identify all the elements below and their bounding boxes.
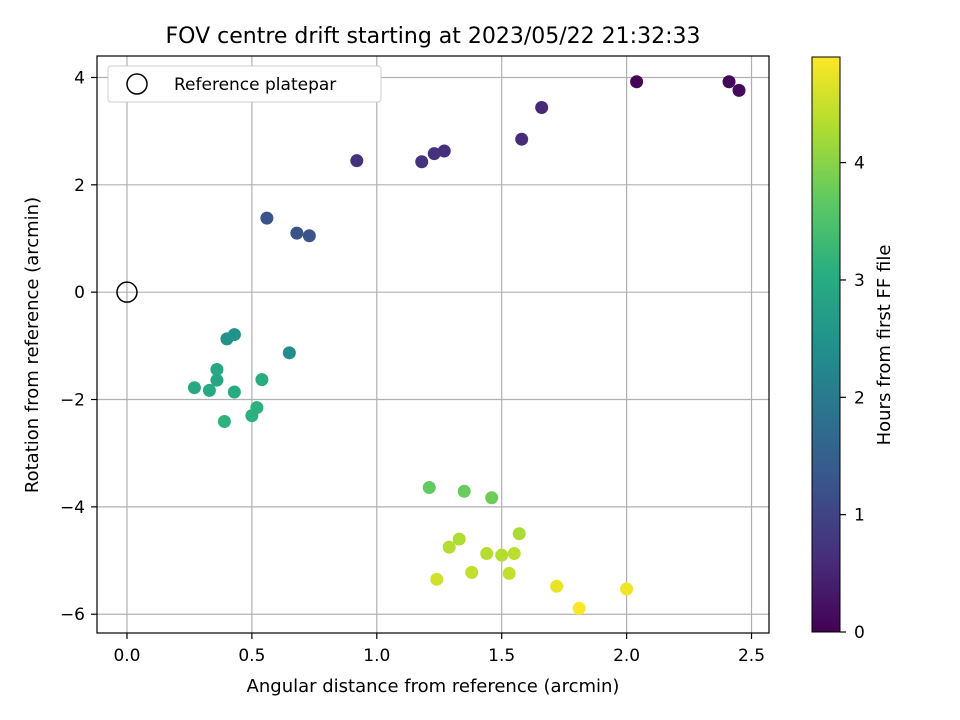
data-point <box>422 481 436 495</box>
colorbar-label: Hours from first FF file <box>874 245 895 446</box>
x-tick-label: 2.0 <box>613 646 640 666</box>
data-point <box>722 75 736 89</box>
x-tick-label: 1.5 <box>488 646 515 666</box>
data-point <box>302 229 316 243</box>
data-point <box>227 385 241 399</box>
plot-frame <box>96 55 770 634</box>
x-tick-label: 1.0 <box>363 646 390 666</box>
data-point <box>350 154 364 168</box>
data-point <box>217 415 231 429</box>
legend-label: Reference platepar <box>174 75 336 95</box>
colorbar: 0 1 2 3 4 Hours from first FF file <box>811 56 895 643</box>
data-point <box>507 547 521 561</box>
data-point <box>210 373 224 387</box>
y-tick-label: −4 <box>60 498 85 518</box>
x-tick-label: 2.5 <box>738 646 765 666</box>
y-tick-label: −6 <box>60 605 85 625</box>
y-tick-label: 2 <box>74 176 85 196</box>
data-point <box>480 547 494 561</box>
legend-box <box>107 65 382 103</box>
colorbar-tick-label: 3 <box>854 271 865 291</box>
data-point <box>512 527 526 541</box>
data-point <box>442 540 456 554</box>
data-point <box>290 226 304 240</box>
x-tick-label: 0.5 <box>238 646 265 666</box>
y-tick-label: 4 <box>74 68 85 88</box>
data-point <box>260 211 274 225</box>
y-axis-label: Rotation from reference (arcmin) <box>22 197 43 493</box>
data-points <box>116 75 746 615</box>
x-axis-ticks: 0.0 0.5 1.0 1.5 2.0 2.5 <box>113 633 765 666</box>
colorbar-ticks: 0 1 2 3 4 <box>840 154 865 643</box>
data-point <box>282 346 296 360</box>
data-point <box>437 144 451 158</box>
x-axis-label: Angular distance from reference (arcmin) <box>247 676 620 697</box>
data-point <box>415 155 429 169</box>
data-point <box>210 362 224 376</box>
chart-title: FOV centre drift starting at 2023/05/22 … <box>166 24 701 49</box>
data-point <box>427 147 441 161</box>
data-point <box>502 566 516 580</box>
data-point <box>187 381 201 395</box>
colorbar-tick-label: 4 <box>854 154 865 174</box>
data-point <box>255 373 269 387</box>
y-axis-ticks: −6 −4 −2 0 2 4 <box>60 68 97 625</box>
reference-point-marker <box>116 281 138 303</box>
legend: Reference platepar <box>107 65 382 103</box>
data-point <box>245 409 259 423</box>
data-point <box>630 75 644 89</box>
colorbar-tick-label: 2 <box>854 388 865 408</box>
grid-lines <box>97 56 769 633</box>
y-tick-label: −2 <box>60 391 85 411</box>
y-tick-label: 0 <box>74 283 85 303</box>
colorbar-tick-label: 0 <box>854 623 865 643</box>
data-point <box>220 332 234 346</box>
data-point <box>535 101 549 115</box>
colorbar-gradient <box>811 56 841 633</box>
data-point <box>495 548 509 562</box>
data-point <box>572 601 586 615</box>
data-point <box>465 565 479 579</box>
x-tick-label: 0.0 <box>113 646 140 666</box>
data-point <box>732 83 746 97</box>
colorbar-tick-label: 1 <box>854 506 865 526</box>
data-point <box>202 383 216 397</box>
data-point <box>620 582 634 596</box>
data-point <box>430 572 444 586</box>
data-point <box>457 484 471 498</box>
data-point <box>485 491 499 505</box>
data-point <box>515 132 529 146</box>
legend-marker-circle <box>126 73 148 95</box>
data-point <box>550 579 564 593</box>
data-point <box>452 532 466 546</box>
